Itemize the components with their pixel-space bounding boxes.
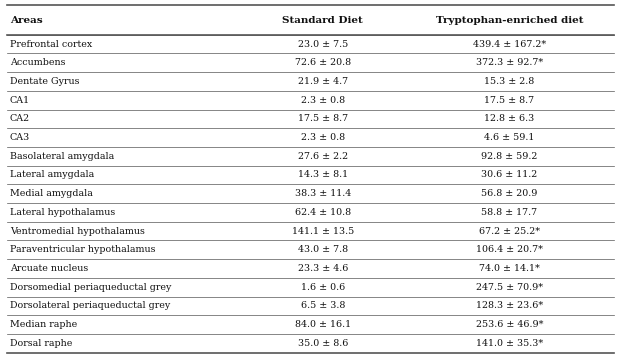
- Text: 128.3 ± 23.6*: 128.3 ± 23.6*: [476, 301, 543, 310]
- Text: Dentate Gyrus: Dentate Gyrus: [10, 77, 80, 86]
- Text: 23.0 ± 7.5: 23.0 ± 7.5: [297, 40, 348, 49]
- Text: 43.0 ± 7.8: 43.0 ± 7.8: [298, 245, 348, 254]
- Text: Ventromedial hypothalamus: Ventromedial hypothalamus: [10, 227, 145, 236]
- Text: 72.6 ± 20.8: 72.6 ± 20.8: [295, 58, 351, 67]
- Text: 2.3 ± 0.8: 2.3 ± 0.8: [300, 133, 345, 142]
- Text: Dorsomedial periaqueductal grey: Dorsomedial periaqueductal grey: [10, 283, 172, 292]
- Text: 67.2 ± 25.2*: 67.2 ± 25.2*: [479, 227, 540, 236]
- Text: 141.1 ± 13.5: 141.1 ± 13.5: [292, 227, 354, 236]
- Text: Prefrontal cortex: Prefrontal cortex: [10, 40, 92, 49]
- Text: Tryptophan-enriched diet: Tryptophan-enriched diet: [436, 15, 583, 25]
- Text: Dorsolateral periaqueductal grey: Dorsolateral periaqueductal grey: [10, 301, 170, 310]
- Text: 56.8 ± 20.9: 56.8 ± 20.9: [481, 189, 537, 198]
- Text: CA2: CA2: [10, 114, 30, 124]
- Text: Accumbens: Accumbens: [10, 58, 65, 67]
- Text: 30.6 ± 11.2: 30.6 ± 11.2: [481, 170, 537, 179]
- Text: Lateral hypothalamus: Lateral hypothalamus: [10, 208, 115, 217]
- Text: 15.3 ± 2.8: 15.3 ± 2.8: [484, 77, 534, 86]
- Text: 35.0 ± 8.6: 35.0 ± 8.6: [297, 339, 348, 348]
- Text: Median raphe: Median raphe: [10, 320, 77, 329]
- Text: 21.9 ± 4.7: 21.9 ± 4.7: [298, 77, 348, 86]
- Text: 92.8 ± 59.2: 92.8 ± 59.2: [481, 152, 537, 161]
- Text: 14.3 ± 8.1: 14.3 ± 8.1: [298, 170, 348, 179]
- Text: 38.3 ± 11.4: 38.3 ± 11.4: [295, 189, 351, 198]
- Text: 62.4 ± 10.8: 62.4 ± 10.8: [295, 208, 351, 217]
- Text: 439.4 ± 167.2*: 439.4 ± 167.2*: [473, 40, 546, 49]
- Text: Paraventricular hypothalamus: Paraventricular hypothalamus: [10, 245, 155, 254]
- Text: Medial amygdala: Medial amygdala: [10, 189, 93, 198]
- Text: 106.4 ± 20.7*: 106.4 ± 20.7*: [476, 245, 543, 254]
- Text: Arcuate nucleus: Arcuate nucleus: [10, 264, 88, 273]
- Text: CA1: CA1: [10, 96, 30, 105]
- Text: 6.5 ± 3.8: 6.5 ± 3.8: [300, 301, 345, 310]
- Text: CA3: CA3: [10, 133, 30, 142]
- Text: Lateral amygdala: Lateral amygdala: [10, 170, 94, 179]
- Text: Standard Diet: Standard Diet: [283, 15, 363, 25]
- Text: Basolateral amygdala: Basolateral amygdala: [10, 152, 114, 161]
- Text: 1.6 ± 0.6: 1.6 ± 0.6: [300, 283, 345, 292]
- Text: 247.5 ± 70.9*: 247.5 ± 70.9*: [476, 283, 543, 292]
- Text: 372.3 ± 92.7*: 372.3 ± 92.7*: [476, 58, 543, 67]
- Text: 4.6 ± 59.1: 4.6 ± 59.1: [484, 133, 534, 142]
- Text: Dorsal raphe: Dorsal raphe: [10, 339, 72, 348]
- Text: 17.5 ± 8.7: 17.5 ± 8.7: [484, 96, 534, 105]
- Text: 253.6 ± 46.9*: 253.6 ± 46.9*: [476, 320, 543, 329]
- Text: Areas: Areas: [10, 15, 43, 25]
- Text: 58.8 ± 17.7: 58.8 ± 17.7: [481, 208, 537, 217]
- Text: 27.6 ± 2.2: 27.6 ± 2.2: [298, 152, 348, 161]
- Text: 74.0 ± 14.1*: 74.0 ± 14.1*: [479, 264, 540, 273]
- Text: 17.5 ± 8.7: 17.5 ± 8.7: [298, 114, 348, 124]
- Text: 23.3 ± 4.6: 23.3 ± 4.6: [297, 264, 348, 273]
- Text: 84.0 ± 16.1: 84.0 ± 16.1: [295, 320, 351, 329]
- Text: 12.8 ± 6.3: 12.8 ± 6.3: [484, 114, 534, 124]
- Text: 2.3 ± 0.8: 2.3 ± 0.8: [300, 96, 345, 105]
- Text: 141.0 ± 35.3*: 141.0 ± 35.3*: [476, 339, 543, 348]
